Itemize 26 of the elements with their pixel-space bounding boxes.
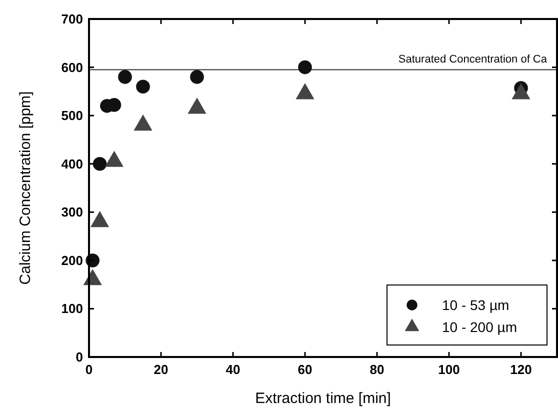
x-tick-label: 20 [154,362,168,377]
y-tick-label: 500 [61,108,83,124]
x-tick-label: 80 [370,362,384,377]
x-axis-title: Extraction time [min] [255,390,391,407]
point [92,156,107,171]
x-tick-label: 120 [510,362,532,377]
point [298,60,312,74]
point [190,70,204,84]
y-tick-label: 100 [61,301,83,316]
point [136,80,150,94]
point [90,211,110,228]
y-tick-label: 700 [61,12,83,26]
point [118,70,132,84]
y-tick-label: 0 [76,350,83,364]
y-tick-label: 200 [61,252,83,268]
y-tick-label: 300 [61,204,83,220]
y-axis-title: Calcium Concentration [ppm] [17,91,34,285]
y-tick-label: 400 [61,156,83,172]
y-tick-label: 600 [61,60,83,75]
x-tick-label: 0 [85,362,93,377]
legend-label: 10 - 53 µm [442,297,510,313]
x-tick-label: 100 [438,362,460,377]
ref-line-label: Saturated Concentration of Ca [398,54,548,66]
legend-label: 10 - 200 µm [442,319,517,335]
x-tick-label: 60 [298,362,312,377]
x-tick-label: 40 [226,362,240,377]
